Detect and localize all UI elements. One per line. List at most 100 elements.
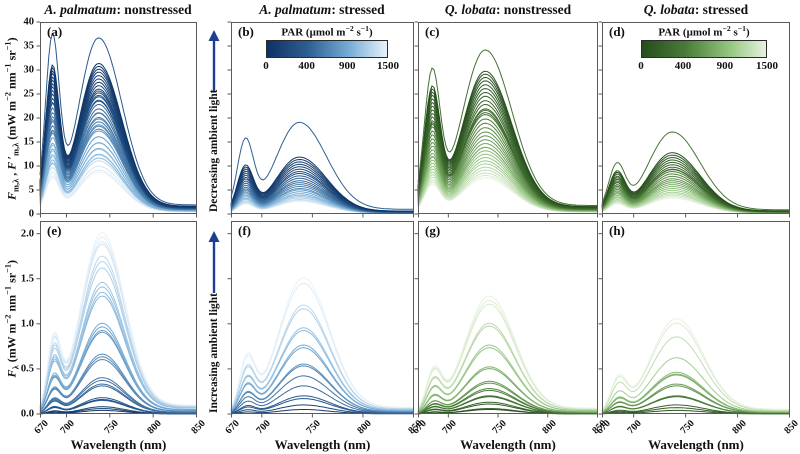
y-tick-label: 0.0 <box>20 408 34 420</box>
colorbar-title: PAR (μmol m−2 s−1) <box>658 24 750 39</box>
column-title-2: A. palmatum: stressed <box>222 2 422 18</box>
panel-letter: (e) <box>47 223 62 238</box>
x-tick-label: 750 <box>490 418 509 437</box>
annotation-increasing-light: Increasing ambient light <box>197 231 231 415</box>
x-tick-label: 850 <box>782 418 800 437</box>
y-tick-label: 40 <box>23 16 35 28</box>
colorbar-tick: 900 <box>339 59 356 72</box>
x-tick-label: 750 <box>102 418 121 437</box>
spectra-curves <box>601 131 790 214</box>
panel-a-plot <box>36 21 197 218</box>
axes <box>36 221 197 418</box>
spectrum-curve <box>417 70 598 208</box>
panel-letter: (a) <box>47 24 63 39</box>
panel-letter: (b) <box>238 24 254 39</box>
colorbar-tick: 400 <box>298 59 315 72</box>
colorbar-tick: 900 <box>716 59 734 72</box>
colorbar-ticks: 0 400 900 1500 <box>638 59 778 74</box>
spectrum-curve <box>601 357 790 412</box>
colorbar-gradient <box>266 39 388 58</box>
x-tick-label: 700 <box>253 418 273 437</box>
spectrum-curve <box>601 131 790 211</box>
colorbar-tick: 0 <box>263 59 269 72</box>
y-tick-label: 10 <box>23 160 35 172</box>
x-tick-label: 750 <box>677 418 697 437</box>
axes <box>414 221 598 418</box>
x-axis-label-4: Wavelength (nm) <box>648 437 744 452</box>
y-tick-label: 20 <box>23 112 35 124</box>
spectrum-curve <box>230 327 414 411</box>
spectrum-curve <box>601 371 790 413</box>
x-tick-label: 670 <box>223 418 242 437</box>
x-tick-label: 700 <box>440 418 459 437</box>
colorbar-tick: 400 <box>674 59 692 72</box>
spectrum-curve <box>230 363 414 412</box>
x-tick-label: 800 <box>145 418 165 437</box>
x-tick-label: 800 <box>730 418 749 437</box>
condition-label: : nonstressed <box>116 2 192 17</box>
spectra-curves <box>230 121 414 214</box>
x-tick-label: 700 <box>58 418 77 437</box>
y-tick-label: 1.0 <box>20 318 34 330</box>
panel-h-plot <box>598 221 790 418</box>
species-name: Q. lobata <box>444 2 496 17</box>
spectrum-curve <box>39 62 197 207</box>
spectrum-curve <box>601 336 790 411</box>
spectra-curves <box>601 318 790 415</box>
spectrum-curve <box>417 322 598 411</box>
y-tick-label: 0.5 <box>20 363 34 375</box>
panel-letter: (d) <box>609 24 625 39</box>
spectrum-curve <box>230 121 414 210</box>
x-axis-label-2: Wavelength (nm) <box>274 437 371 452</box>
x-tick-label: 800 <box>355 418 374 437</box>
axes <box>598 221 790 418</box>
panel-e-plot <box>36 221 198 418</box>
column-title-3: Q. lobata: nonstressed <box>408 2 608 18</box>
column-title-4: Q. lobata: stressed <box>596 2 796 18</box>
colorbar-tick: 0 <box>638 59 644 72</box>
panel-d-plot <box>598 21 790 218</box>
annotation-decreasing-light: Decreasing ambient light <box>197 30 231 214</box>
spectra-curves <box>39 32 197 213</box>
species-name: A. palmatum <box>259 2 332 17</box>
panel-a: (a) <box>36 21 197 218</box>
axes <box>414 21 598 218</box>
spectrum-curve <box>39 281 197 408</box>
panel-g: (g) <box>414 221 598 418</box>
axes <box>227 21 414 218</box>
y-tick-label: 35 <box>23 40 35 52</box>
condition-label: : stressed <box>694 2 749 17</box>
y-tick-label: 0 <box>28 208 34 220</box>
column-title-1: A. palmatum: nonstressed <box>18 2 218 18</box>
colorbar-par-green: PAR (μmol m−2 s−1) 0 400 900 1500 <box>638 24 778 74</box>
species-name: A. palmatum <box>44 2 117 17</box>
spectrum-curve <box>601 152 790 212</box>
panel-e: (e) <box>36 221 198 418</box>
y-tick-label: 30 <box>23 64 35 76</box>
spectrum-curve <box>230 277 414 408</box>
spectrum-curve <box>39 255 198 407</box>
spectrum-curve <box>417 380 598 413</box>
panel-g-plot <box>414 221 598 418</box>
spectra-curves <box>417 49 598 213</box>
spectrum-curve <box>39 243 197 407</box>
colorbar-gradient <box>641 39 767 58</box>
y-tick-label: 15 <box>23 136 35 148</box>
y-tick-label: 1.5 <box>20 273 34 285</box>
species-name: Q. lobata <box>643 2 695 17</box>
colorbar-tick: 1500 <box>756 59 778 72</box>
up-arrow-icon <box>208 231 220 293</box>
panel-c-plot <box>414 21 598 218</box>
spectrum-curve <box>417 295 598 409</box>
axes <box>598 21 790 218</box>
x-tick-label: 850 <box>189 418 208 437</box>
x-axis-label-3: Wavelength (nm) <box>460 437 556 452</box>
spectrum-curve <box>39 286 197 409</box>
spectrum-curve <box>417 325 598 411</box>
panel-f-plot <box>227 221 415 418</box>
arrow-label-bottom: Increasing ambient light <box>208 293 220 413</box>
panel-letter: (f) <box>238 223 251 238</box>
x-tick-label: 670 <box>32 418 51 437</box>
spectrum-curve <box>39 377 197 413</box>
